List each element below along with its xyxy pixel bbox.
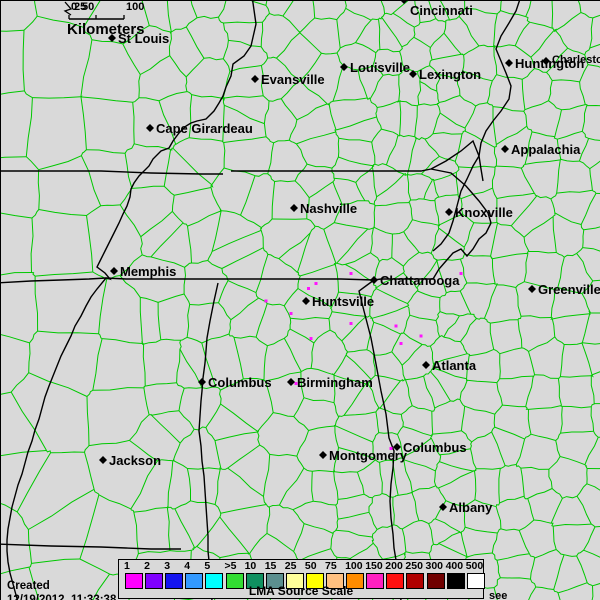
svg-text:100: 100 [126,1,144,13]
svg-text:50: 50 [82,1,94,13]
